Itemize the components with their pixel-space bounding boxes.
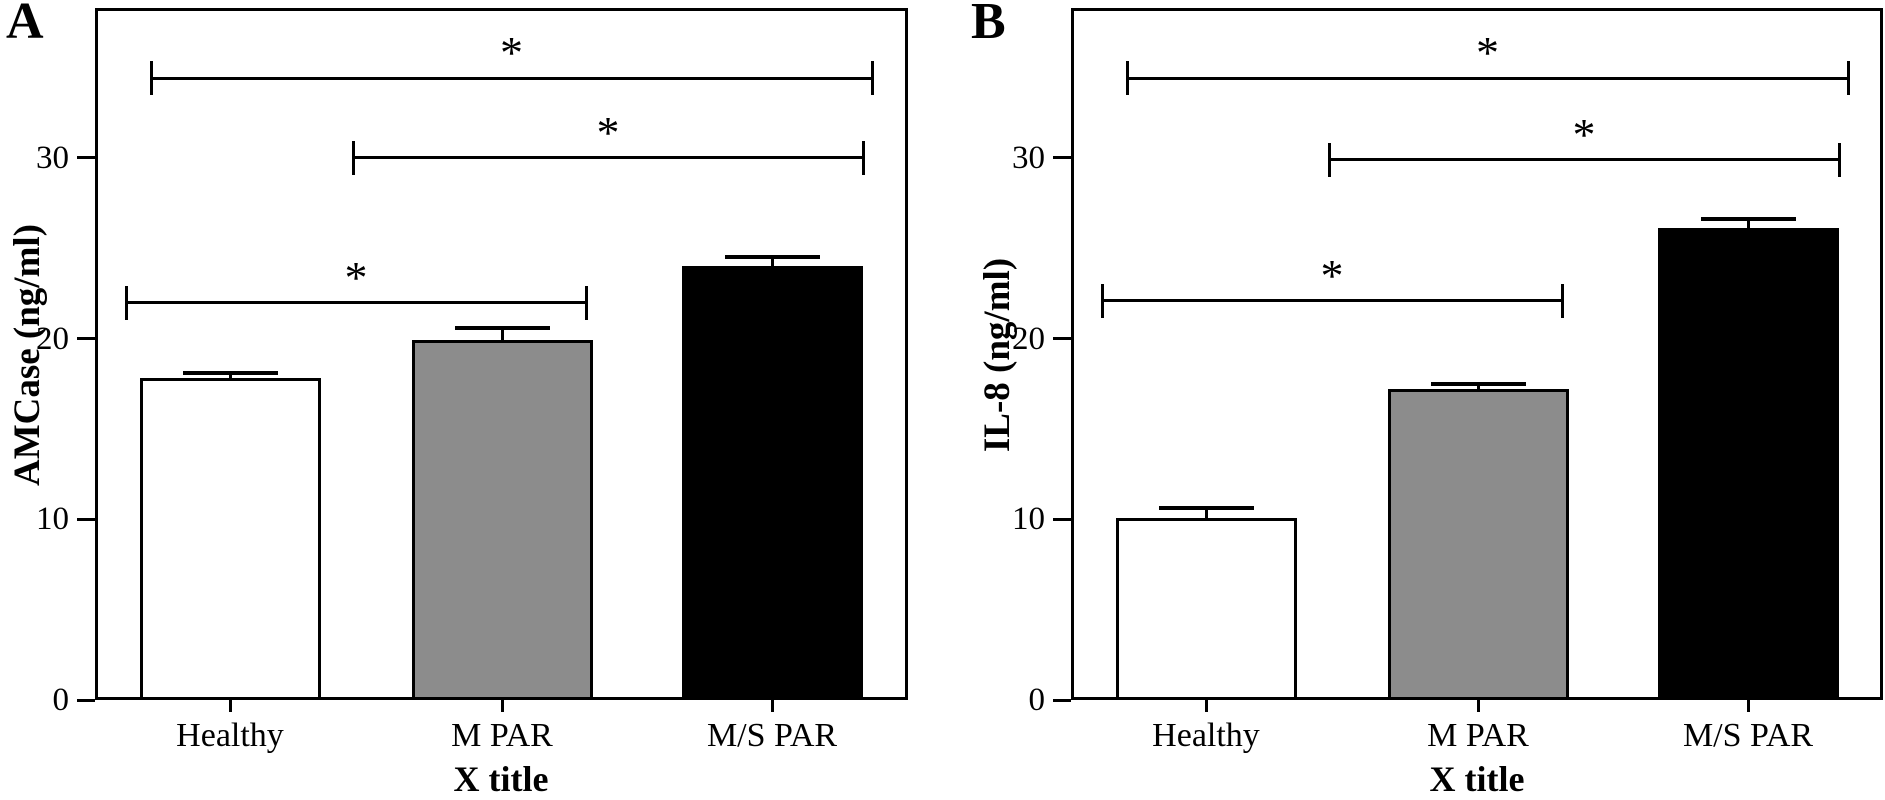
bar-m-s-par <box>681 266 863 700</box>
error-bar-stem-healthy <box>228 372 232 379</box>
significance-bracket-end <box>870 61 874 96</box>
y-tick-0 <box>77 698 95 702</box>
y-tick-label-0: 0 <box>1028 682 1046 718</box>
x-tick-m-s-par <box>1746 700 1750 712</box>
x-tick-healthy <box>228 700 232 712</box>
y-tick-10 <box>1053 517 1071 521</box>
y-tick-10 <box>77 517 95 521</box>
x-tick-m-s-par <box>770 700 774 712</box>
panel-b-y-axis-title: IL-8 (ng/ml) <box>977 257 1018 453</box>
panel-b-letter: B <box>971 0 1006 50</box>
y-tick-30 <box>1053 156 1071 160</box>
significance-bracket-end <box>1846 61 1850 96</box>
y-tick-0 <box>1053 698 1071 702</box>
y-tick-20 <box>1053 337 1071 341</box>
bar-m-par <box>1387 389 1569 700</box>
y-tick-label-10: 10 <box>1012 501 1045 538</box>
y-tick-label-0: 0 <box>52 682 70 718</box>
bar-m-s-par <box>1657 228 1839 700</box>
significance-bracket-end <box>351 140 355 175</box>
x-category-label-m-par: M PAR <box>1427 717 1529 754</box>
y-tick-label-10: 10 <box>36 501 69 538</box>
panel-a-y-axis-title: AMCase (ng/ml) <box>7 223 48 487</box>
significance-asterisk: * <box>500 27 523 79</box>
error-bar-cap-healthy <box>182 370 278 375</box>
y-tick-label-30: 30 <box>1012 139 1045 176</box>
panel-a-letter: A <box>6 0 44 50</box>
y-tick-30 <box>77 156 95 160</box>
error-bar-stem-m-par <box>1476 383 1480 390</box>
significance-bracket-end <box>124 285 128 320</box>
significance-bracket-end <box>1837 142 1841 177</box>
significance-bracket-line <box>1127 76 1848 80</box>
error-bar-cap-healthy <box>1158 506 1254 511</box>
significance-bracket-line <box>1329 158 1839 162</box>
x-category-label-m-s-par: M/S PAR <box>706 717 838 754</box>
significance-asterisk: * <box>596 106 620 158</box>
significance-asterisk: * <box>1476 27 1499 79</box>
panel-b-x-axis-title: X title <box>1429 759 1525 799</box>
x-category-label-m-s-par: M/S PAR <box>1682 717 1814 754</box>
x-tick-m-par <box>500 700 504 712</box>
significance-bracket-end <box>1100 283 1104 318</box>
y-tick-label-30: 30 <box>36 139 69 176</box>
significance-asterisk: * <box>1320 249 1344 301</box>
x-category-label-m-par: M PAR <box>451 717 553 754</box>
significance-bracket-line <box>151 76 872 80</box>
y-tick-20 <box>77 337 95 341</box>
significance-bracket-end <box>1125 61 1129 96</box>
significance-bracket-end <box>861 140 865 175</box>
x-tick-healthy <box>1204 700 1208 712</box>
significance-bracket-end <box>584 285 588 320</box>
error-bar-cap-m-s-par <box>724 255 820 260</box>
x-category-label-healthy: Healthy <box>176 717 284 754</box>
error-bar-stem-m-s-par <box>1746 219 1750 229</box>
significance-asterisk: * <box>1572 108 1596 160</box>
significance-bracket-line <box>1102 299 1562 303</box>
significance-bracket-end <box>1560 283 1564 318</box>
significance-bracket-line <box>353 156 863 160</box>
bar-m-par <box>411 340 593 700</box>
bar-healthy <box>1115 517 1297 700</box>
significance-asterisk: * <box>344 251 368 303</box>
significance-bracket-line <box>126 301 586 304</box>
error-bar-stem-healthy <box>1204 508 1208 518</box>
error-bar-cap-m-s-par <box>1700 217 1796 222</box>
x-category-label-healthy: Healthy <box>1152 717 1260 754</box>
error-bar-stem-m-s-par <box>770 257 774 267</box>
panel-a-x-axis-title: X title <box>453 759 549 799</box>
significance-bracket-end <box>1327 142 1331 177</box>
error-bar-cap-m-par <box>1430 381 1526 386</box>
y-tick-label-20: 20 <box>36 320 69 357</box>
y-tick-label-20: 20 <box>1012 320 1045 357</box>
significance-bracket-end <box>149 61 153 96</box>
bar-healthy <box>139 378 321 700</box>
x-tick-m-par <box>1476 700 1480 712</box>
error-bar-stem-m-par <box>500 327 504 341</box>
error-bar-cap-m-par <box>454 325 550 330</box>
